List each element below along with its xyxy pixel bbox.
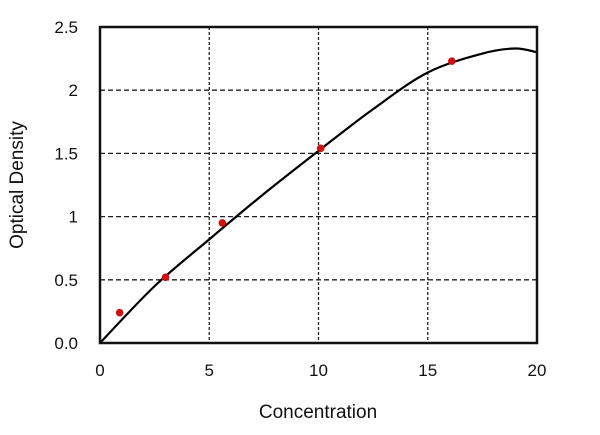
- x-axis-label: Concentration: [259, 402, 377, 423]
- y-tick-label: 2.5: [54, 18, 78, 37]
- plot-frame: [98, 25, 539, 345]
- y-tick-label: 1.5: [54, 144, 78, 163]
- x-tick-label: 10: [309, 361, 328, 380]
- x-tick-label: 5: [205, 361, 214, 380]
- data-point: [316, 144, 325, 153]
- data-point: [115, 308, 124, 317]
- y-tick-label: 0.5: [54, 271, 78, 290]
- data-point: [161, 273, 170, 282]
- x-tick-labels: 0 5 10 15 20: [95, 361, 546, 380]
- fit-curve: [99, 47, 538, 344]
- x-tick-label: 20: [528, 361, 547, 380]
- y-axis-label: Optical Density: [7, 121, 28, 249]
- y-tick-labels: 0.0 0.5 1 1.5 2 2.5: [54, 18, 78, 353]
- grid-lines: [100, 27, 537, 343]
- y-tick-label: 0.0: [54, 334, 78, 353]
- x-tick-label: 15: [418, 361, 437, 380]
- y-tick-label: 2: [69, 81, 78, 100]
- data-point: [447, 57, 456, 65]
- data-point: [218, 219, 227, 227]
- x-tick-label: 0: [95, 361, 104, 380]
- data-points: [115, 57, 456, 317]
- y-tick-label: 1: [69, 208, 78, 227]
